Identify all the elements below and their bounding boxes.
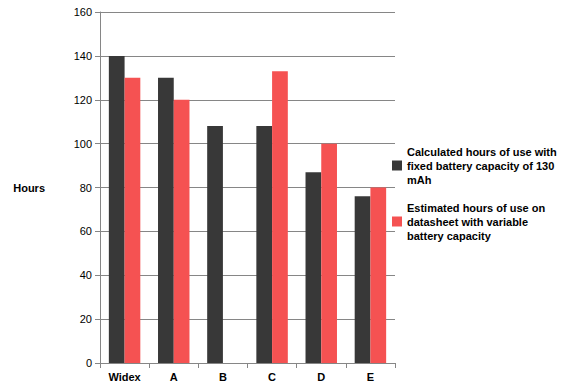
svg-text:B: B (219, 371, 227, 383)
svg-text:100: 100 (74, 138, 92, 150)
svg-text:C: C (268, 371, 276, 383)
svg-text:fixed battery capacity of 130: fixed battery capacity of 130 (407, 160, 557, 172)
svg-text:datasheet with variable: datasheet with variable (407, 216, 531, 228)
svg-text:60: 60 (80, 225, 92, 237)
svg-text:120: 120 (74, 94, 92, 106)
svg-text:20: 20 (80, 313, 92, 325)
svg-text:140: 140 (74, 50, 92, 62)
svg-text:80: 80 (80, 182, 92, 194)
svg-text:Estimated hours of use on: Estimated hours of use on (407, 202, 548, 214)
svg-text:A: A (170, 371, 178, 383)
svg-text:mAh: mAh (407, 174, 432, 186)
svg-text:0: 0 (86, 357, 92, 369)
svg-text:battery capacity: battery capacity (407, 230, 492, 242)
svg-text:Widex: Widex (108, 371, 141, 383)
svg-text:160: 160 (74, 6, 92, 18)
svg-text:E: E (367, 371, 374, 383)
svg-text:D: D (317, 371, 325, 383)
svg-text:Hours: Hours (13, 182, 45, 194)
svg-text:Calculated hours of use with: Calculated hours of use with (407, 146, 560, 158)
svg-text:40: 40 (80, 269, 92, 281)
